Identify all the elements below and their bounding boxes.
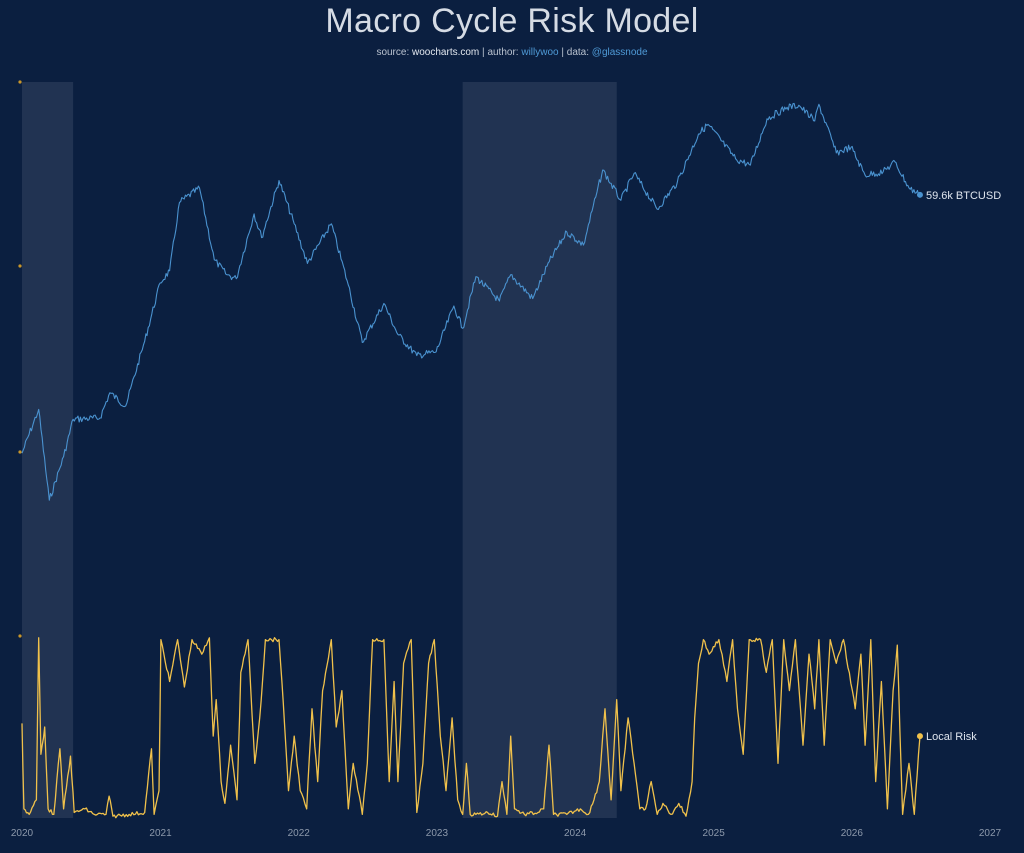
x-axis: 2020 2021 2022 2023 2024 2025 2026 2027 xyxy=(11,80,1002,839)
shaded-regions xyxy=(22,82,617,818)
y-axis-dot xyxy=(18,634,22,638)
x-tick-label: 2026 xyxy=(841,828,864,839)
separator: | xyxy=(561,47,564,58)
y-axis-dot xyxy=(18,450,22,454)
local-risk-end-dot xyxy=(916,733,923,740)
author-link[interactable]: willywoo xyxy=(521,47,559,58)
shaded-region-2 xyxy=(462,82,617,818)
btcusd-end-dot xyxy=(916,191,923,198)
x-tick-label: 2022 xyxy=(288,828,311,839)
btcusd-series xyxy=(21,102,921,501)
local-risk-series xyxy=(21,637,921,819)
y-axis-dot xyxy=(18,80,22,84)
series-end-labels: 59.6k BTCUSD Local Risk xyxy=(916,190,1001,743)
x-tick-label: 2027 xyxy=(979,828,1002,839)
local-risk-line xyxy=(21,637,921,819)
btcusd-end-label: 59.6k BTCUSD xyxy=(926,190,1001,202)
chart-subtitle: source: woocharts.com | author: willywoo… xyxy=(0,47,1024,58)
x-tick-label: 2023 xyxy=(426,828,449,839)
data-source-link[interactable]: @glassnode xyxy=(591,47,648,58)
data-label: data: xyxy=(566,47,590,58)
local-risk-end-label: Local Risk xyxy=(926,731,977,743)
x-tick-label: 2025 xyxy=(703,828,726,839)
y-axis-dot xyxy=(18,264,22,268)
btcusd-line xyxy=(21,102,921,501)
chart-title: Macro Cycle Risk Model xyxy=(325,2,699,40)
author-label: author: xyxy=(487,47,519,58)
source-link[interactable]: woocharts.com xyxy=(412,47,480,58)
source-label: source: xyxy=(376,47,410,58)
x-tick-label: 2024 xyxy=(564,828,587,839)
separator: | xyxy=(482,47,485,58)
x-tick-label: 2020 xyxy=(11,828,34,839)
x-tick-label: 2021 xyxy=(149,828,172,839)
